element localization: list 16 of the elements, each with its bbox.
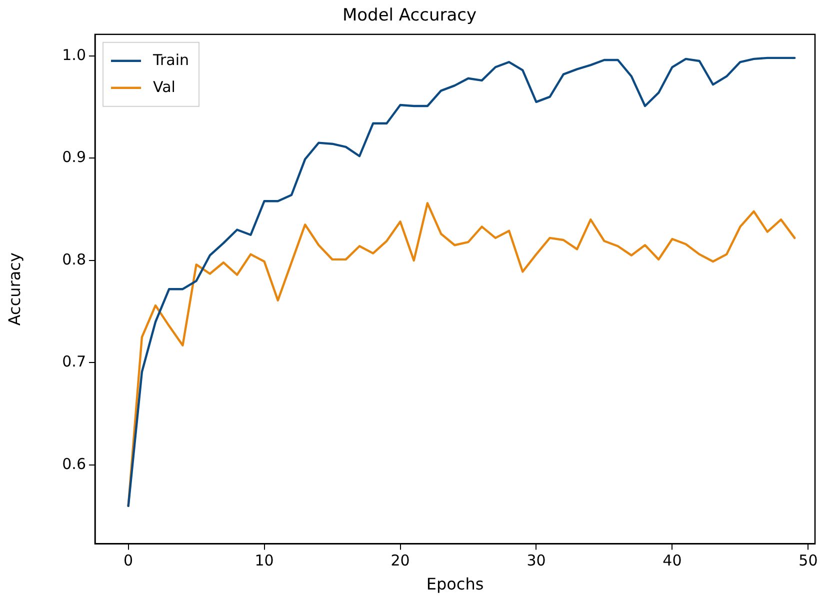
y-tick-label: 0.9 — [62, 148, 86, 166]
x-tick-label: 30 — [526, 552, 546, 570]
x-tick-label: 20 — [390, 552, 410, 570]
y-tick-label: 0.8 — [62, 250, 86, 268]
chart-title: Model Accuracy — [342, 6, 477, 26]
y-tick-label: 1.0 — [62, 46, 86, 64]
x-tick-label: 0 — [124, 552, 134, 570]
y-tick-label: 0.6 — [62, 454, 86, 473]
x-axis-title: Epochs — [426, 574, 484, 594]
x-tick-label: 50 — [798, 552, 818, 570]
x-tick-label: 10 — [254, 552, 274, 570]
y-tick-label: 0.7 — [62, 352, 86, 371]
legend-label: Val — [153, 78, 176, 96]
legend-label: Train — [152, 50, 189, 69]
x-tick-label: 40 — [662, 552, 682, 570]
y-axis-title: Accuracy — [4, 252, 24, 326]
